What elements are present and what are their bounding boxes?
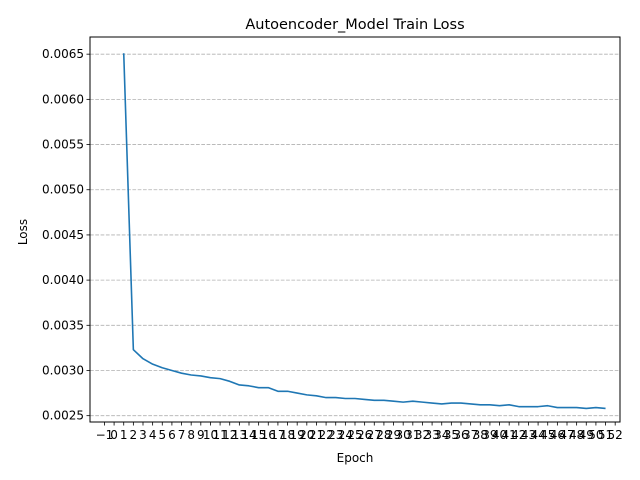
x-tick-label: 21 xyxy=(309,428,324,442)
x-tick-label: 4 xyxy=(149,428,157,442)
x-tick-label: 46 xyxy=(550,428,565,442)
x-tick-label: 36 xyxy=(453,428,468,442)
x-tick-label: 5 xyxy=(158,428,166,442)
y-tick-label: 0.0025 xyxy=(42,409,84,423)
x-tick-label: 12 xyxy=(222,428,237,442)
x-tick-label: 35 xyxy=(444,428,459,442)
x-tick-label: 34 xyxy=(434,428,449,442)
x-tick-label: 30 xyxy=(396,428,411,442)
x-tick-label: 20 xyxy=(299,428,314,442)
x-tick-label: 45 xyxy=(540,428,555,442)
x-tick-label: 27 xyxy=(367,428,382,442)
x-tick-label: 8 xyxy=(187,428,195,442)
y-gridlines xyxy=(90,53,620,417)
x-tick-label: 23 xyxy=(328,428,343,442)
y-tick-label: 0.0045 xyxy=(42,228,84,242)
x-tick-label: −1 xyxy=(96,428,114,442)
x-tick-label: 43 xyxy=(521,428,536,442)
loss-series-line xyxy=(122,53,606,410)
x-tick-label: 13 xyxy=(232,428,247,442)
x-tick-label: 40 xyxy=(492,428,507,442)
x-tick-label: 0 xyxy=(110,428,118,442)
x-tick-label: 29 xyxy=(386,428,401,442)
x-tick-label: 14 xyxy=(241,428,256,442)
x-tick-label: 33 xyxy=(424,428,439,442)
x-tick-label: 44 xyxy=(530,428,545,442)
x-tick-label: 16 xyxy=(261,428,276,442)
y-tick-label: 0.0035 xyxy=(42,318,84,332)
x-tick-label: 6 xyxy=(168,428,176,442)
y-axis-label: Loss xyxy=(16,219,30,245)
x-tick-label: 3 xyxy=(139,428,147,442)
x-tick-label: 41 xyxy=(502,428,517,442)
x-tick-label: 17 xyxy=(270,428,285,442)
x-tick-label: 39 xyxy=(482,428,497,442)
x-tick-label: 52 xyxy=(608,428,623,442)
y-axis-ticks: 0.0025 0.0030 0.0035 0.0040 0.0045 0.0050 0.00… xyxy=(42,47,90,423)
x-tick-label: 25 xyxy=(347,428,362,442)
x-tick-label: 2 xyxy=(130,428,138,442)
x-tick-label: 22 xyxy=(318,428,333,442)
plot-frame xyxy=(89,36,621,423)
x-tick-label: 10 xyxy=(203,428,218,442)
x-tick-label: 26 xyxy=(357,428,372,442)
chart-title: Autoencoder_Model Train Loss xyxy=(245,17,464,33)
x-tick-label: 28 xyxy=(376,428,391,442)
x-tick-label: 49 xyxy=(579,428,594,442)
y-tick-label: 0.0055 xyxy=(42,138,84,152)
x-axis-ticks: −10 1 2 3 4 5 6 7 8 91011121314151617181920212223… xyxy=(96,422,623,442)
x-tick-label: 31 xyxy=(405,428,420,442)
x-tick-label: 32 xyxy=(415,428,430,442)
x-tick-label: 18 xyxy=(280,428,295,442)
x-tick-label: 9 xyxy=(197,428,205,442)
x-tick-label: 42 xyxy=(511,428,526,442)
x-tick-label: 51 xyxy=(598,428,613,442)
y-tick-label: 0.0065 xyxy=(42,47,84,61)
x-tick-label: 47 xyxy=(559,428,574,442)
x-tick-label: 1 xyxy=(120,428,128,442)
x-tick-label: 24 xyxy=(338,428,353,442)
x-tick-label: 37 xyxy=(463,428,478,442)
x-tick-label: 11 xyxy=(212,428,227,442)
x-tick-label: 48 xyxy=(569,428,584,442)
x-tick-label: 50 xyxy=(588,428,603,442)
x-axis-label: Epoch xyxy=(337,451,374,465)
x-tick-label: 19 xyxy=(290,428,305,442)
y-tick-label: 0.0040 xyxy=(42,273,84,287)
x-tick-label: 7 xyxy=(178,428,186,442)
y-tick-label: 0.0060 xyxy=(42,92,84,106)
x-tick-label: 15 xyxy=(251,428,266,442)
x-tick-label: 38 xyxy=(473,428,488,442)
y-tick-label: 0.0050 xyxy=(42,183,84,197)
y-tick-label: 0.0030 xyxy=(42,363,84,377)
